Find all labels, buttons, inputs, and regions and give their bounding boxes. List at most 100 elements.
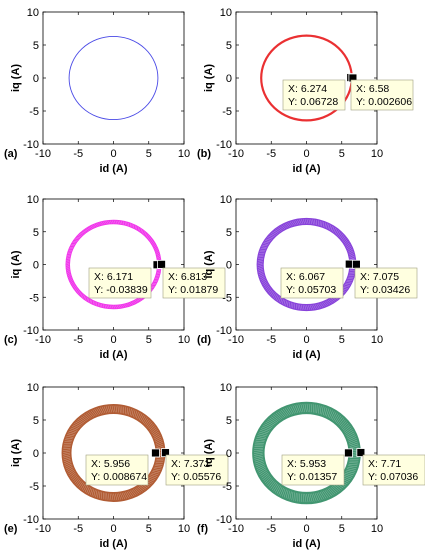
ring-texture <box>291 491 294 501</box>
ring-texture <box>103 406 107 413</box>
x-tick-label: -10 <box>228 148 244 160</box>
ring-texture <box>257 435 267 438</box>
ring-texture <box>120 493 124 500</box>
ring-texture <box>122 221 124 225</box>
ring-texture <box>89 226 93 229</box>
ring-texture <box>64 462 72 466</box>
ring-texture <box>81 231 85 234</box>
ring-texture <box>346 468 356 471</box>
y-axis-label: iq (A) <box>10 250 22 278</box>
ring-texture <box>253 451 263 453</box>
ring-texture <box>321 302 325 307</box>
datatip-y: Y: -0.03839 <box>94 284 148 296</box>
ring-texture <box>73 476 79 483</box>
ring-texture <box>73 285 76 289</box>
ring-texture <box>279 226 284 230</box>
ring-texture <box>156 444 164 447</box>
ring-texture <box>66 466 73 471</box>
ring-texture <box>102 221 106 225</box>
ring-texture <box>98 407 102 414</box>
ring-texture <box>157 256 161 259</box>
ring-texture <box>156 252 160 256</box>
datatip-box <box>282 79 346 111</box>
ring-texture <box>349 270 355 272</box>
ring-texture <box>282 224 287 229</box>
ring-texture <box>275 485 280 493</box>
ring-texture <box>274 413 281 420</box>
ring-texture <box>332 226 335 232</box>
ring-texture <box>276 228 281 232</box>
ring-texture <box>156 456 164 458</box>
ring-texture <box>107 405 111 413</box>
ring-texture <box>308 305 311 310</box>
ring-texture <box>254 459 264 463</box>
ring-texture <box>110 220 112 224</box>
ring-texture <box>63 454 71 457</box>
ring-texture <box>148 476 156 480</box>
ring-texture <box>136 299 140 302</box>
ring-texture <box>257 267 263 270</box>
ring-texture <box>326 489 332 497</box>
y-tick-label: 10 <box>27 7 39 19</box>
ring-texture <box>154 465 162 467</box>
ring-texture <box>104 304 106 308</box>
panel-b: -10 -5 0 5 10 -10 -5 0 5 10 id (A) iq (A) (b) X: 6.27… <box>197 7 414 175</box>
ring-texture <box>147 422 153 428</box>
ring-texture <box>157 269 161 272</box>
ring-texture <box>76 420 83 425</box>
ring-texture <box>302 493 305 503</box>
ring-texture <box>108 493 110 501</box>
ring-texture <box>272 293 276 298</box>
ring-texture <box>111 220 114 224</box>
ring-texture <box>130 302 134 305</box>
x-axis-label: id (A) <box>292 349 320 361</box>
ring-texture <box>301 219 304 224</box>
ring-texture <box>156 442 163 446</box>
ring-texture <box>65 439 73 441</box>
ring-texture <box>113 405 116 413</box>
ring-texture <box>344 241 349 245</box>
ring-texture <box>278 487 283 495</box>
datatip-x: X: 6.171 <box>94 271 133 283</box>
ring-texture <box>258 269 264 272</box>
ring-texture <box>81 483 86 490</box>
ring-texture <box>75 288 78 292</box>
ring-texture <box>93 224 97 227</box>
datatip-y: Y: 0.06728 <box>288 96 338 108</box>
ring-texture <box>348 463 358 466</box>
ring-texture <box>116 493 120 501</box>
ring-texture <box>319 303 324 308</box>
datatip-marker <box>157 259 166 269</box>
datatip-y: Y: 0.008674 <box>91 471 147 483</box>
ring-texture <box>111 405 114 413</box>
ring-texture <box>93 489 96 497</box>
ring-texture <box>119 220 121 225</box>
ring-texture <box>253 452 263 455</box>
datatip-x: X: 6.067 <box>286 271 325 283</box>
ring-texture <box>270 481 276 489</box>
ring-texture <box>263 475 271 482</box>
ring-texture <box>339 233 343 239</box>
ring-texture <box>347 247 352 251</box>
ring-texture <box>137 412 141 420</box>
ring-texture <box>265 285 270 290</box>
datatip-marker <box>161 448 170 458</box>
ring-texture <box>154 246 157 249</box>
panel-label: (f) <box>197 523 208 535</box>
ring-texture <box>63 451 71 453</box>
panel-label: (e) <box>4 523 18 535</box>
ring-texture <box>152 430 158 435</box>
ring-texture <box>152 471 160 474</box>
x-tick-label: 5 <box>146 334 152 346</box>
ring-texture <box>333 413 338 421</box>
ring-texture <box>108 220 111 224</box>
ring-texture <box>67 432 75 435</box>
datatip-y: Y: 0.03426 <box>360 284 410 296</box>
ring-texture <box>103 304 105 308</box>
ring-texture <box>111 305 114 309</box>
ring-texture <box>269 417 277 424</box>
ring-texture <box>313 304 316 310</box>
ring-texture <box>148 423 154 430</box>
ring-texture <box>346 281 352 283</box>
